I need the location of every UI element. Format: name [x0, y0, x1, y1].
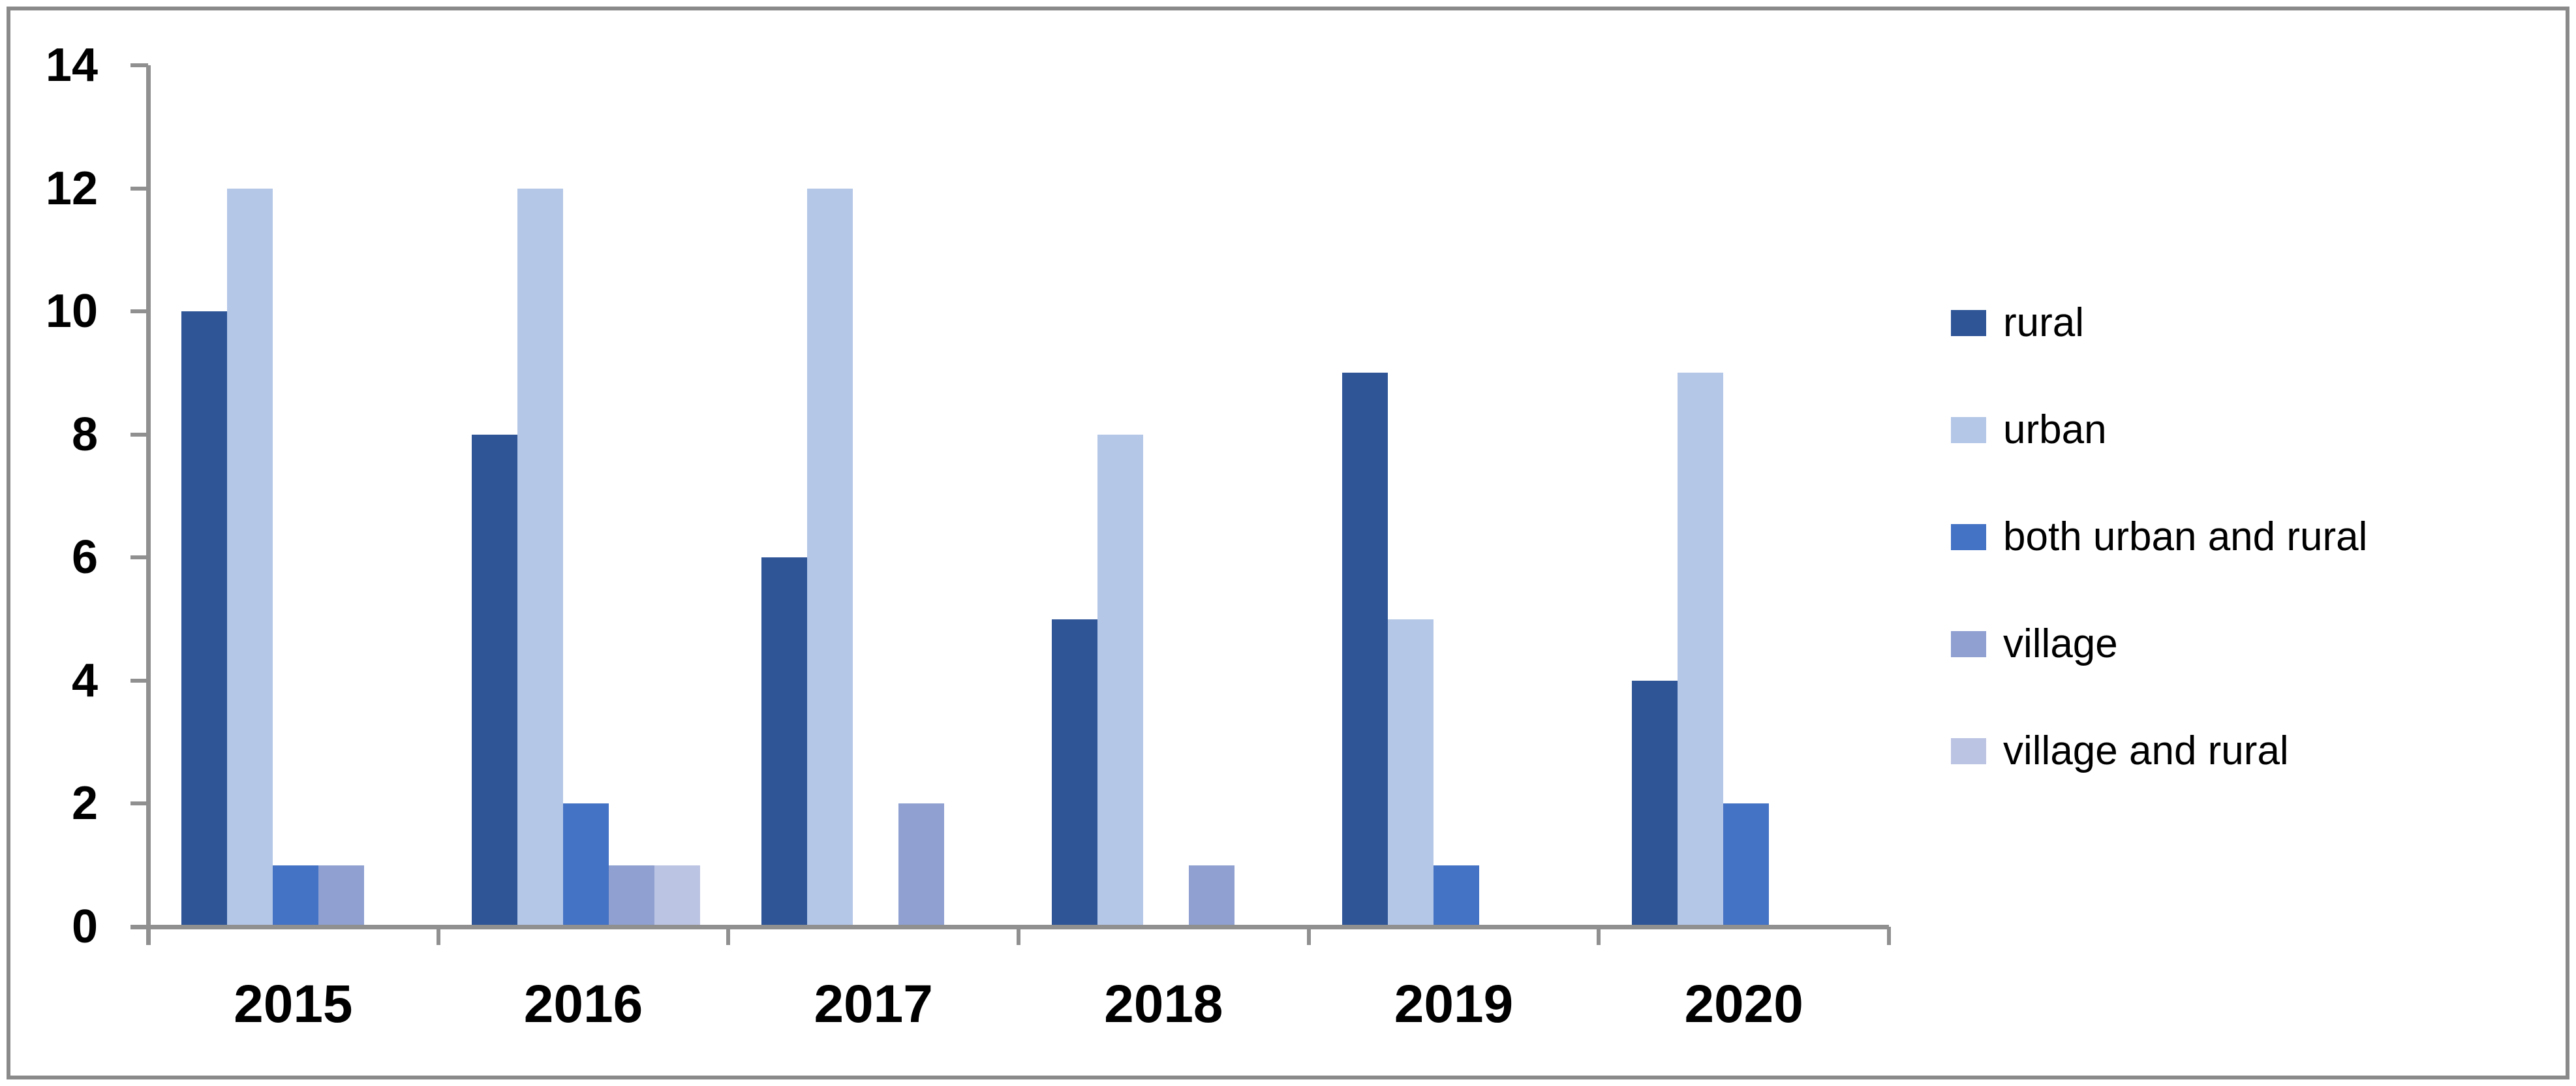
legend-item: village [1951, 623, 2367, 666]
bar-rural-2018 [1052, 619, 1097, 927]
x-axis-tick [1306, 927, 1311, 945]
y-axis-tick [130, 186, 148, 191]
y-axis-tick-label: 12 [45, 162, 98, 215]
legend-label: rural [2003, 300, 2085, 345]
x-axis-line [130, 925, 1889, 929]
x-category-label: 2020 [1684, 974, 1803, 1034]
legend-label: urban [2003, 407, 2107, 452]
legend-swatch-urban [1951, 417, 1986, 443]
legend-swatch-village-and-rural [1951, 738, 1986, 764]
bar-village-2015 [318, 865, 364, 927]
x-axis-tick [436, 927, 440, 945]
legend-label: village and rural [2003, 728, 2289, 773]
x-axis-tick [1597, 927, 1601, 945]
bar-village-and-rural-2016 [654, 865, 700, 927]
y-axis-tick [130, 432, 148, 437]
bar-village-2018 [1189, 865, 1234, 927]
legend-item: village and rural [1951, 730, 2367, 773]
y-axis-tick-label: 6 [71, 531, 98, 584]
y-axis-tick [130, 801, 148, 806]
y-axis-tick [130, 555, 148, 560]
legend-swatch-village [1951, 631, 1986, 657]
bar-urban-2017 [807, 188, 853, 927]
x-axis-tick [1887, 927, 1891, 945]
bar-urban-2015 [227, 188, 273, 927]
bar-rural-2019 [1342, 373, 1388, 927]
x-category-label: 2015 [234, 974, 353, 1034]
legend-item: both urban and rural [1951, 516, 2367, 559]
x-axis-tick [726, 927, 731, 945]
bar-both-urban-and-rural-2016 [562, 803, 609, 927]
bar-village-2017 [898, 803, 945, 927]
legend-label: both urban and rural [2003, 514, 2368, 559]
y-axis-tick-label: 10 [45, 285, 98, 338]
legend: rural urban both urban and rural village vil… [1951, 302, 2367, 773]
bar-rural-2017 [761, 557, 808, 927]
bar-village-2016 [608, 865, 654, 927]
y-axis-tick [130, 309, 148, 314]
x-category-label: 2016 [523, 974, 643, 1034]
y-axis-tick [130, 63, 148, 67]
y-axis-tick-label: 2 [71, 777, 98, 830]
bar-rural-2020 [1632, 680, 1678, 927]
bar-urban-2016 [517, 188, 563, 927]
bar-both-urban-and-rural-2020 [1723, 803, 1770, 927]
bar-urban-2020 [1678, 373, 1724, 927]
y-axis-tick-label: 14 [45, 39, 98, 91]
x-axis-tick [1017, 927, 1020, 945]
bar-urban-2018 [1097, 434, 1143, 927]
legend-swatch-both-urban-and-rural [1951, 524, 1986, 550]
bar-both-urban-and-rural-2015 [273, 865, 318, 927]
x-category-label: 2018 [1104, 974, 1223, 1034]
y-axis-tick-label: 8 [71, 408, 98, 461]
y-axis-tick-label: 4 [71, 654, 98, 707]
y-axis-line [146, 65, 151, 945]
bar-rural-2015 [181, 311, 227, 927]
bar-urban-2019 [1387, 619, 1434, 927]
legend-item: rural [1951, 302, 2367, 345]
y-axis-tick-label: 0 [71, 901, 98, 953]
x-axis-tick [146, 927, 150, 945]
legend-label: village [2003, 621, 2118, 666]
bar-both-urban-and-rural-2019 [1433, 865, 1479, 927]
bar-rural-2016 [471, 434, 517, 927]
legend-swatch-rural [1951, 310, 1986, 336]
legend-item: urban [1951, 409, 2367, 452]
y-axis-tick [130, 678, 148, 683]
x-category-label: 2019 [1394, 974, 1514, 1034]
x-category-label: 2017 [814, 974, 933, 1034]
